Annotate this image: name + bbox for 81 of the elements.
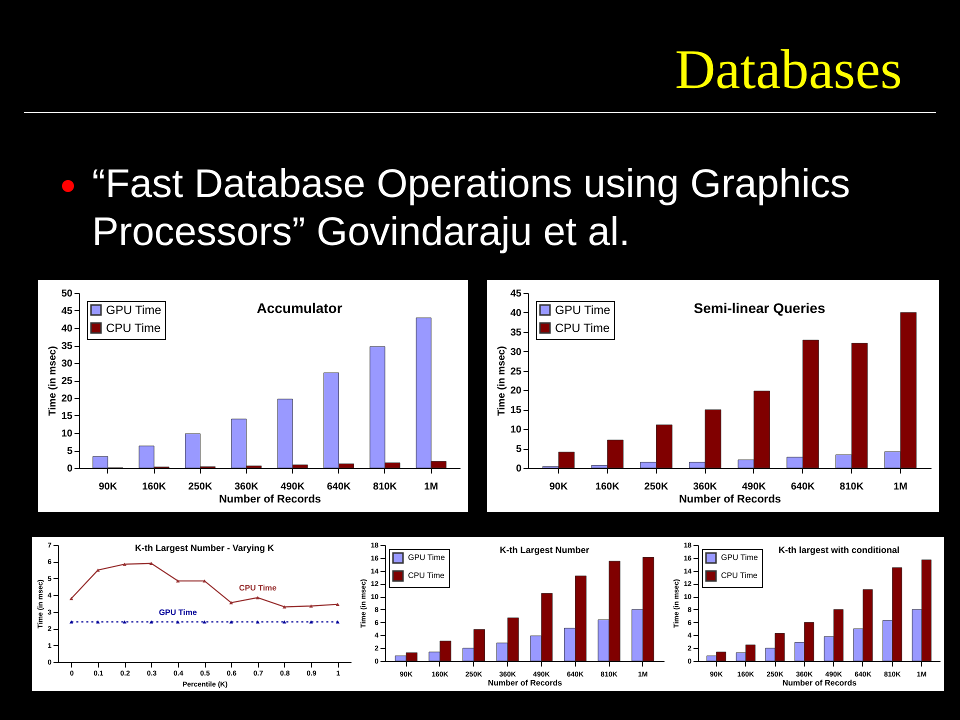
- series-label: GPU Time: [158, 608, 198, 617]
- y-tick-label: 0: [66, 464, 73, 474]
- x-tick-label: 250K: [188, 482, 213, 492]
- text: Semi-linear Queries: [694, 300, 826, 316]
- x-tick-label: 90K: [549, 482, 568, 492]
- point: [309, 604, 313, 608]
- x-tick-label: 160K: [142, 482, 167, 492]
- x-tick-label: 640K: [326, 482, 352, 492]
- y-tick-label: 35: [61, 341, 73, 352]
- x-axis-title: Number of Records: [488, 678, 563, 688]
- x-tick-label: 160K: [595, 482, 620, 492]
- series-label: CPU Time: [238, 584, 278, 593]
- y-tick-label: 15: [510, 405, 522, 416]
- x-tick-label: 810K: [373, 482, 398, 492]
- y-tick-label: 30: [61, 358, 73, 370]
- legend-label: CPU Time: [555, 321, 610, 335]
- point: [69, 596, 74, 600]
- y-tick-label: 40: [61, 324, 73, 334]
- point: [122, 620, 126, 624]
- y-tick-label: 20: [61, 394, 73, 404]
- x-axis-title: Number of Records: [218, 494, 322, 506]
- point: [282, 620, 286, 624]
- legend-label: GPU Time: [555, 303, 611, 317]
- x-tick-label: 1M: [894, 482, 908, 492]
- x-axis-title: Number of Records: [678, 494, 782, 506]
- y-tick-label: 10: [510, 424, 522, 436]
- y-tick-label: 20: [510, 386, 522, 397]
- x-tick-label: 810K: [840, 482, 864, 492]
- x-tick-label: 90K: [98, 482, 118, 492]
- point: [176, 620, 180, 624]
- x-tick-label: 490K: [742, 482, 767, 492]
- x-tick-label: 1M: [424, 482, 438, 492]
- y-tick-label: 15: [61, 411, 73, 422]
- point: [202, 579, 206, 583]
- x-tick-label: 360K: [234, 482, 260, 492]
- point: [256, 620, 260, 624]
- y-tick-label: 45: [510, 288, 522, 300]
- y-tick-label: 40: [510, 308, 522, 319]
- point: [229, 620, 234, 624]
- y-tick-label: 10: [61, 428, 73, 440]
- legend-label: GPU Time: [408, 553, 446, 562]
- x-tick-label: 250K: [644, 482, 669, 492]
- point: [336, 602, 340, 606]
- y-tick-label: 25: [510, 366, 522, 378]
- x-axis-title: Number of Records: [782, 678, 858, 688]
- y-axis-title: Time (in msec): [47, 346, 58, 416]
- y-tick-label: 50: [61, 288, 73, 300]
- chart-title: K-th Largest Number - Varying K: [134, 543, 275, 553]
- line-series: [69, 562, 340, 608]
- text: Databases: [674, 38, 902, 102]
- legend-label: CPU Time: [408, 571, 445, 580]
- y-tick-label: 25: [61, 376, 73, 387]
- y-tick-label: 5: [516, 444, 522, 456]
- x-tick-label: 490K: [280, 482, 306, 492]
- point: [282, 605, 286, 608]
- y-axis-title: Time (in msec): [496, 346, 508, 416]
- legend-label: CPU Time: [106, 321, 161, 335]
- point: [202, 620, 206, 624]
- x-tick-label: 360K: [693, 482, 718, 492]
- y-tick-label: 30: [510, 346, 522, 358]
- point: [149, 620, 154, 624]
- chart-title: K-th Largest Number: [500, 545, 590, 555]
- legend-label: CPU Time: [721, 571, 758, 580]
- legend-label: GPU Time: [106, 303, 162, 317]
- point: [176, 579, 180, 583]
- text: “Fast Database Operations using Graphics Processors” Govindaraju et al.: [92, 161, 852, 256]
- y-tick-label: 0: [516, 464, 522, 474]
- x-tick-label: 640K: [790, 482, 816, 492]
- chart-title: K-th largest with conditional: [778, 545, 900, 555]
- point: [309, 620, 313, 624]
- text: Accumulator: [256, 300, 343, 316]
- point: [122, 562, 126, 566]
- point: [229, 601, 234, 604]
- legend-label: GPU Time: [721, 553, 758, 562]
- point: [96, 620, 100, 624]
- point: [336, 620, 340, 624]
- y-tick-label: 35: [510, 327, 522, 338]
- point: [256, 596, 260, 600]
- y-tick-label: 5: [66, 446, 73, 457]
- point: [69, 620, 74, 624]
- y-tick-label: 45: [61, 306, 73, 317]
